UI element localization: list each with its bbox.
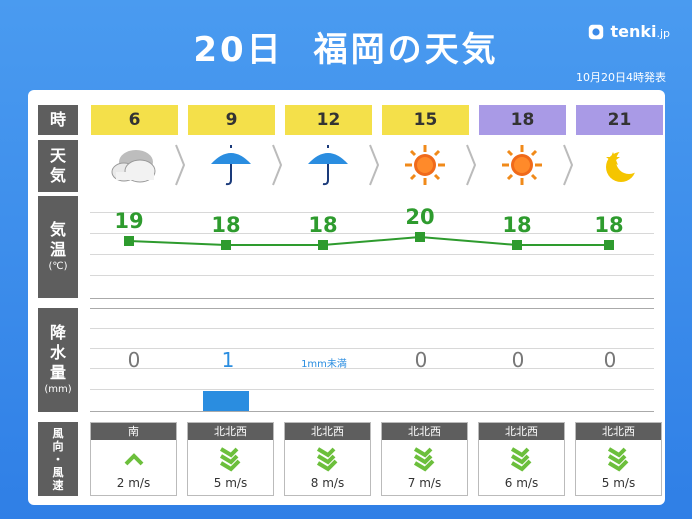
hour-header: 9 — [188, 105, 275, 135]
temp-label-2: 温 — [49, 240, 66, 259]
sun-icon — [502, 145, 542, 185]
precip-bar — [203, 391, 249, 411]
precip-label-2: 水 — [49, 343, 66, 362]
logo-text: tenki — [610, 22, 657, 41]
wind-label-3: ・ — [52, 452, 64, 466]
sun-icon — [405, 145, 445, 185]
wind-arrow-southeast-icon — [316, 447, 338, 472]
precip-value: 0 — [127, 348, 141, 372]
wind-label-5: 速 — [52, 478, 64, 492]
wind-cell: 北北西 8 m/s — [284, 422, 371, 496]
hour-header: 15 — [382, 105, 469, 135]
wind-direction: 北北西 — [479, 423, 564, 440]
wind-cell: 北北西 7 m/s — [381, 422, 468, 496]
title-place: 福岡の天気 — [313, 30, 499, 70]
hour-value: 12 — [316, 110, 341, 130]
wind-label-1: 風 — [52, 426, 64, 440]
weather-label-1: 天 — [49, 146, 66, 165]
cloudy-icon — [111, 150, 156, 183]
temperature-point — [221, 240, 231, 250]
chevron-right-icon — [175, 144, 186, 186]
umbrella-icon — [211, 145, 251, 186]
precip-unit: (mm) — [44, 384, 72, 395]
wind-arrow-southeast-icon — [607, 447, 629, 472]
weather-label-2: 気 — [49, 166, 66, 185]
wind-arrow-southeast-icon — [219, 447, 241, 472]
wind-direction: 北北西 — [188, 423, 273, 440]
temperature-value: 19 — [114, 209, 144, 233]
hour-header: 12 — [285, 105, 372, 135]
wind-cell: 北北西 5 m/s — [575, 422, 662, 496]
forecast-panel: 時 天 気 気 温 (℃) 降 水 量 (mm) 風 向 ・ 風 速 6 9 1… — [28, 90, 665, 505]
wind-speed: 7 m/s — [407, 476, 442, 490]
wind-speed: 2 m/s — [116, 476, 151, 490]
temperature-value: 20 — [405, 205, 435, 229]
moon-icon — [606, 148, 642, 182]
title-day: 20日 — [193, 30, 284, 70]
hour-header: 18 — [479, 105, 566, 135]
tenki-logo[interactable]: tenki.jp — [587, 22, 670, 41]
wind-arrow-southeast-icon — [413, 447, 435, 472]
hour-label-text: 時 — [49, 110, 66, 129]
hour-value: 15 — [413, 110, 438, 130]
precip-value: 1 — [221, 348, 235, 372]
temperature-value: 18 — [502, 213, 532, 237]
temp-label-1: 気 — [49, 220, 66, 239]
wind-speed: 8 m/s — [310, 476, 345, 490]
temp-unit: (℃) — [48, 261, 68, 272]
wind-cell: 北北西 6 m/s — [478, 422, 565, 496]
temperature-point — [124, 236, 134, 246]
wind-speed: 5 m/s — [601, 476, 636, 490]
wind-speed: 5 m/s — [213, 476, 248, 490]
wind-row-label: 風 向 ・ 風 速 — [38, 422, 78, 496]
logo-suffix: .jp — [656, 27, 670, 40]
weather-row-label: 天 気 — [38, 140, 78, 192]
wind-direction: 北北西 — [285, 423, 370, 440]
precip-label-1: 降 — [49, 323, 66, 342]
wind-direction: 南 — [91, 423, 176, 440]
temperature-value: 18 — [594, 213, 624, 237]
temperature-value: 18 — [308, 213, 338, 237]
chevron-right-icon — [272, 144, 283, 186]
chevron-right-icon — [466, 144, 477, 186]
tenki-logo-icon — [589, 24, 604, 39]
wind-label-4: 風 — [52, 465, 64, 479]
hour-value: 9 — [225, 110, 238, 130]
wind-label-2: 向 — [52, 439, 64, 453]
precip-value: 0 — [603, 348, 617, 372]
temperature-point — [512, 240, 522, 250]
umbrella-icon — [308, 145, 348, 186]
wind-cell: 北北西 5 m/s — [187, 422, 274, 496]
hour-value: 21 — [607, 110, 632, 130]
temperature-value: 18 — [211, 213, 241, 237]
wind-direction: 北北西 — [382, 423, 467, 440]
hour-value: 6 — [128, 110, 141, 130]
chevron-right-icon — [369, 144, 380, 186]
temperature-point — [318, 240, 328, 250]
chevron-right-icon — [563, 144, 574, 186]
wind-cell: 南 2 m/s — [90, 422, 177, 496]
hour-header: 21 — [576, 105, 663, 135]
hour-value: 18 — [510, 110, 535, 130]
precip-value: 0 — [511, 348, 525, 372]
page-title: 20日 福岡の天気 — [0, 22, 692, 71]
precip-label-3: 量 — [49, 363, 66, 382]
temp-row-label: 気 温 (℃) — [38, 196, 78, 298]
wind-arrow-north-icon — [124, 453, 144, 466]
precip-row-label: 降 水 量 (mm) — [38, 308, 78, 412]
temperature-point — [604, 240, 614, 250]
wind-arrow-southeast-icon — [510, 447, 532, 472]
hour-row-label: 時 — [38, 105, 78, 135]
hour-header: 6 — [91, 105, 178, 135]
precip-value: 0 — [414, 348, 428, 372]
temperature-line — [128, 235, 609, 246]
issued-time: 10月20日4時発表 — [576, 71, 666, 84]
wind-speed: 6 m/s — [504, 476, 539, 490]
wind-direction: 北北西 — [576, 423, 661, 440]
precip-value: 1mm未満 — [301, 359, 347, 370]
